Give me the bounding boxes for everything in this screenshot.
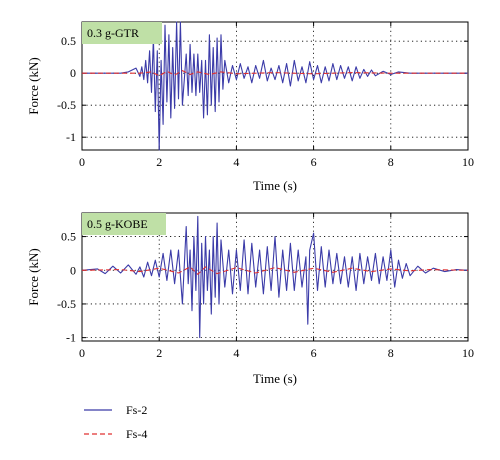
y-axis-label: Force (kN) [26, 248, 41, 305]
y-axis-label: Force (kN) [26, 57, 41, 114]
x-tick-label: 2 [156, 155, 162, 169]
x-tick-label: 0 [79, 346, 85, 360]
x-tick-label: 6 [311, 346, 317, 360]
x-tick-label: 10 [462, 346, 474, 360]
x-tick-label: 6 [311, 155, 317, 169]
x-tick-label: 10 [462, 155, 474, 169]
tick-labels: 0 2 4 6 8 10 -1 -0.5 0 0.5 [57, 34, 474, 169]
series-line-fs4 [82, 70, 468, 77]
x-tick-label: 0 [79, 155, 85, 169]
chart-panel-gtr: 0 2 4 6 8 10 -1 -0.5 0 0.5 0.3 g-GTR Time (s) For… [26, 21, 474, 193]
y-tick-label: -1 [66, 331, 76, 345]
legend-label-fs2: Fs-2 [126, 403, 147, 417]
y-tick-label: 0.5 [61, 230, 76, 244]
y-tick-label: -1 [66, 130, 76, 144]
x-tick-label: 8 [388, 346, 394, 360]
annotation-label: 0.3 g-GTR [87, 26, 139, 40]
x-axis-label: Time (s) [253, 178, 297, 193]
series-line-fs2 [81, 215, 469, 339]
x-tick-label: 4 [233, 346, 239, 360]
annotation-box [82, 213, 166, 235]
x-tick-label: 2 [156, 346, 162, 360]
x-axis-label: Time (s) [253, 371, 297, 386]
legend: Fs-2 Fs-4 [84, 403, 147, 441]
tick-labels: 0 2 4 6 8 10 -1 -0.5 0 0.5 [57, 230, 474, 360]
y-tick-label: -0.5 [57, 98, 76, 112]
y-tick-label: 0 [70, 66, 76, 80]
y-tick-label: -0.5 [57, 297, 76, 311]
legend-label-fs4: Fs-4 [126, 427, 147, 441]
x-tick-label: 4 [233, 155, 239, 169]
annotation-box [82, 22, 162, 44]
annotation-label: 0.5 g-KOBE [87, 217, 148, 231]
y-tick-label: 0.5 [61, 34, 76, 48]
plot-area [81, 21, 469, 151]
series-lines [81, 215, 469, 339]
plot-area [81, 212, 469, 342]
y-tick-label: 0 [70, 263, 76, 277]
chart-panel-kobe: 0 2 4 6 8 10 -1 -0.5 0 0.5 0.5 g-KOBE Time (s) Fo… [26, 212, 474, 386]
x-tick-label: 8 [388, 155, 394, 169]
series-line-fs2 [82, 21, 468, 151]
series-lines [82, 21, 468, 151]
series-line-fs4 [81, 266, 469, 275]
